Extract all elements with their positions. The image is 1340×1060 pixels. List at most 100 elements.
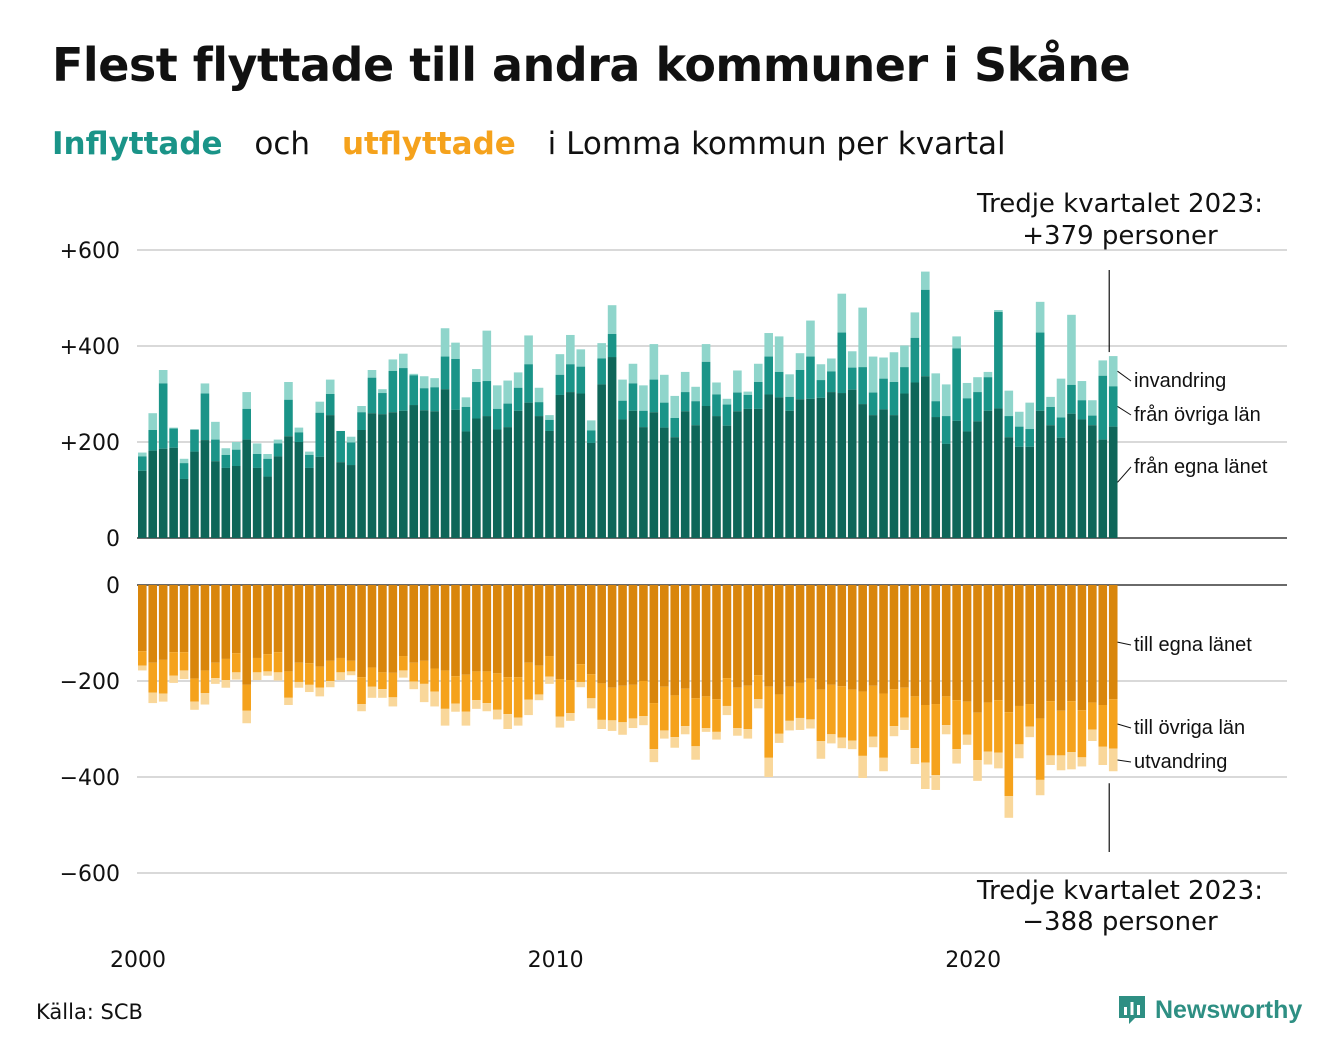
bar-out-other-counties bbox=[1067, 701, 1076, 753]
bar-in-other-counties bbox=[952, 348, 961, 421]
y-tick-label: +600 bbox=[60, 239, 120, 264]
bar-out-own-county bbox=[973, 585, 982, 713]
bar-out-other-counties bbox=[1077, 710, 1087, 758]
bar-out-emigration bbox=[691, 746, 700, 760]
bar-out-emigration bbox=[524, 699, 533, 716]
bar-out-emigration bbox=[179, 670, 189, 680]
bar-out-other-counties bbox=[388, 672, 398, 698]
bar-in-other-counties bbox=[576, 366, 586, 394]
bar-in-own-county bbox=[1056, 437, 1066, 538]
bar-in-own-county bbox=[847, 389, 857, 538]
bar-in-own-county bbox=[1088, 425, 1097, 538]
bar-in-other-counties bbox=[743, 394, 753, 409]
bar-out-other-counties bbox=[941, 696, 951, 726]
bar-out-own-county bbox=[847, 585, 857, 690]
bar-out-emigration bbox=[566, 713, 575, 721]
bar-out-own-county bbox=[900, 585, 909, 688]
bar-out-other-counties bbox=[440, 670, 450, 709]
bar-out-emigration bbox=[921, 762, 930, 789]
bar-out-other-counties bbox=[973, 712, 982, 761]
bar-in-other-counties bbox=[388, 370, 398, 413]
x-tick-label: 2000 bbox=[110, 948, 166, 973]
bar-out-own-county bbox=[910, 585, 920, 697]
bar-out-other-counties bbox=[858, 691, 867, 756]
bar-in-immigration bbox=[158, 370, 168, 384]
bar-out-other-counties bbox=[148, 662, 158, 693]
bar-in-own-county bbox=[649, 412, 659, 538]
bar-out-emigration bbox=[1108, 748, 1118, 772]
bar-out-own-county bbox=[712, 585, 721, 700]
bar-in-own-county bbox=[503, 427, 512, 538]
bar-in-immigration bbox=[367, 370, 377, 378]
bar-out-other-counties bbox=[284, 671, 293, 698]
bar-out-own-county bbox=[221, 585, 231, 659]
bar-out-emigration bbox=[858, 755, 867, 778]
bar-in-own-county bbox=[660, 427, 669, 538]
bar-out-own-county bbox=[931, 585, 941, 705]
bar-out-own-county bbox=[305, 585, 314, 664]
bar-out-own-county bbox=[252, 585, 262, 658]
bar-in-immigration bbox=[764, 333, 773, 357]
bar-in-immigration bbox=[618, 379, 627, 401]
bar-out-other-counties bbox=[482, 671, 492, 704]
bar-in-immigration bbox=[586, 420, 596, 431]
bar-out-other-counties bbox=[263, 654, 272, 672]
bar-in-other-counties bbox=[325, 394, 335, 416]
bar-out-own-county bbox=[482, 585, 492, 672]
bar-out-own-county bbox=[148, 585, 158, 663]
bar-out-emigration bbox=[388, 697, 398, 707]
bar-out-own-county bbox=[597, 585, 606, 684]
bar-out-own-county bbox=[472, 585, 481, 672]
source-note: Källa: SCB bbox=[36, 1000, 143, 1024]
bar-out-own-county bbox=[242, 585, 251, 685]
bar-in-other-counties bbox=[472, 382, 481, 419]
bar-in-immigration bbox=[492, 385, 502, 409]
bar-in-immigration bbox=[680, 371, 690, 393]
bar-in-immigration bbox=[837, 293, 847, 333]
bar-in-immigration bbox=[952, 336, 961, 349]
bar-out-other-counties bbox=[169, 652, 178, 676]
annotation-bottom-heading: Tredje kvartalet 2023: bbox=[976, 876, 1263, 906]
bar-in-immigration bbox=[743, 391, 753, 395]
bar-in-other-counties bbox=[179, 463, 189, 479]
bar-out-own-county bbox=[190, 585, 199, 679]
bar-in-own-county bbox=[994, 408, 1003, 538]
bar-in-own-county bbox=[1035, 410, 1045, 538]
bar-out-other-counties bbox=[639, 681, 648, 717]
bar-out-own-county bbox=[284, 585, 293, 672]
bar-out-emigration bbox=[555, 716, 565, 728]
bar-in-immigration bbox=[1035, 301, 1045, 333]
bar-out-other-counties bbox=[419, 660, 429, 684]
bar-out-emigration bbox=[900, 717, 909, 730]
bar-in-immigration bbox=[1108, 356, 1118, 387]
bar-in-other-counties bbox=[169, 428, 178, 448]
bar-out-other-counties bbox=[660, 686, 669, 731]
bar-in-immigration bbox=[346, 436, 356, 443]
bar-out-own-county bbox=[263, 585, 272, 655]
bar-out-other-counties bbox=[597, 683, 606, 720]
bar-in-other-counties bbox=[910, 337, 920, 383]
bar-out-other-counties bbox=[764, 686, 773, 758]
bar-in-own-county bbox=[367, 413, 377, 538]
bar-in-immigration bbox=[555, 354, 565, 375]
bar-out-emigration bbox=[284, 697, 293, 705]
bar-out-emigration bbox=[534, 694, 544, 701]
bar-in-immigration bbox=[639, 385, 648, 411]
bar-in-immigration bbox=[733, 370, 742, 393]
bar-in-immigration bbox=[451, 342, 460, 359]
bar-out-own-county bbox=[889, 585, 899, 690]
bar-in-immigration bbox=[868, 356, 878, 393]
bar-in-own-county bbox=[451, 409, 460, 538]
bar-in-immigration bbox=[503, 380, 512, 404]
bar-in-own-county bbox=[639, 427, 648, 538]
bar-out-own-county bbox=[440, 585, 450, 671]
bar-in-own-county bbox=[336, 462, 345, 538]
bar-in-own-county bbox=[722, 425, 732, 538]
bar-in-immigration bbox=[252, 443, 262, 454]
bar-in-immigration bbox=[1077, 381, 1087, 401]
bar-out-emigration bbox=[148, 692, 158, 704]
bar-out-own-county bbox=[649, 585, 659, 704]
bar-out-other-counties bbox=[534, 665, 544, 695]
bar-out-other-counties bbox=[451, 676, 460, 704]
bar-in-other-counties bbox=[931, 401, 941, 418]
